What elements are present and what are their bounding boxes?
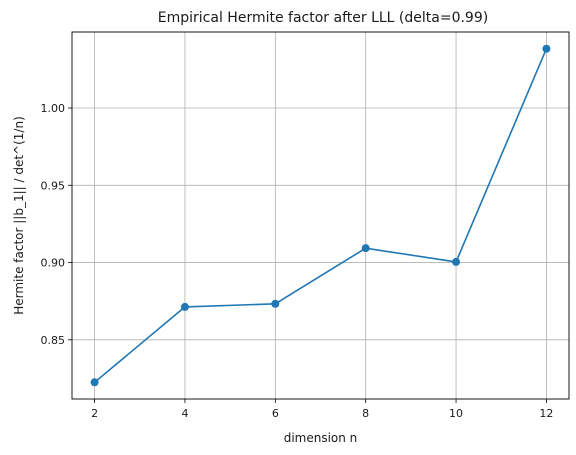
series xyxy=(90,44,551,387)
data-point xyxy=(361,244,370,253)
x-tick-label: 4 xyxy=(181,407,188,420)
data-point xyxy=(452,257,461,266)
data-point xyxy=(180,302,189,311)
x-tick-label: 6 xyxy=(272,407,279,420)
y-tick-label: 0.95 xyxy=(41,179,66,192)
data-point xyxy=(271,299,280,308)
ticks: 2 4 6 8 10 12 0.85 0.90 0.95 1.00 xyxy=(41,102,554,420)
y-tick-label: 0.90 xyxy=(41,257,66,270)
data-point xyxy=(542,44,551,53)
grid xyxy=(72,32,569,399)
plot-frame xyxy=(71,31,570,400)
x-tick-label: 12 xyxy=(539,407,553,420)
chart-title: Empirical Hermite factor after LLL (delt… xyxy=(158,10,488,26)
y-axis-label: Hermite factor ||b_1|| / det^(1/n) xyxy=(12,116,26,315)
x-tick-label: 8 xyxy=(362,407,369,420)
series-line xyxy=(94,48,548,383)
y-tick-label: 0.85 xyxy=(41,334,66,347)
x-tick-label: 2 xyxy=(91,407,98,420)
y-tick-label: 1.00 xyxy=(41,102,66,115)
data-point xyxy=(90,378,99,387)
x-tick-label: 10 xyxy=(449,407,463,420)
x-axis-label: dimension n xyxy=(284,431,358,445)
